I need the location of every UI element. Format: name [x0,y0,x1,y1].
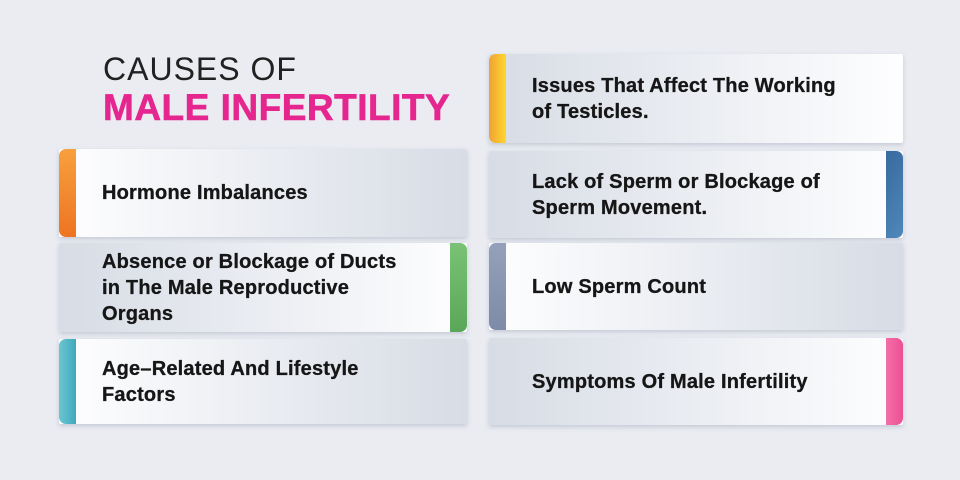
card-text: Symptoms Of Male Infertility [532,370,808,393]
card-absence-blockage-ducts: Absence or Blockage of Ducts in The Male… [59,243,467,332]
title-line-2: MALE INFERTILITY [103,87,451,128]
card-symptoms-of-male-infertility: Symptoms Of Male Infertility [489,338,903,425]
card-text: Issues That Affect The Working of Testic… [532,74,836,123]
card-text: Age–Related And Lifestyle Factors [102,357,359,406]
card-text: Low Sperm Count [532,275,707,298]
card-lack-of-sperm-or-blockage: Lack of Sperm or Blockage of Sperm Movem… [489,151,903,238]
card-text: Lack of Sperm or Blockage of Sperm Movem… [532,170,820,219]
page-title: CAUSES OF MALE INFERTILITY [103,50,450,128]
title-line-1: CAUSES OF [103,51,297,87]
card-low-sperm-count: Low Sperm Count [489,243,903,330]
card-text: Absence or Blockage of Ducts in The Male… [102,250,397,325]
accent-bar [59,339,76,424]
accent-bar [489,54,506,143]
card-hormone-imbalances: Hormone Imbalances [59,149,467,237]
accent-bar [450,243,467,332]
accent-bar [489,243,506,330]
accent-bar [59,149,76,237]
accent-bar [886,151,903,238]
accent-bar [886,338,903,425]
card-issues-affect-working-of-testicles: Issues That Affect The Working of Testic… [489,54,903,143]
card-age-related-lifestyle-factors: Age–Related And Lifestyle Factors [59,339,467,424]
card-text: Hormone Imbalances [102,182,308,204]
